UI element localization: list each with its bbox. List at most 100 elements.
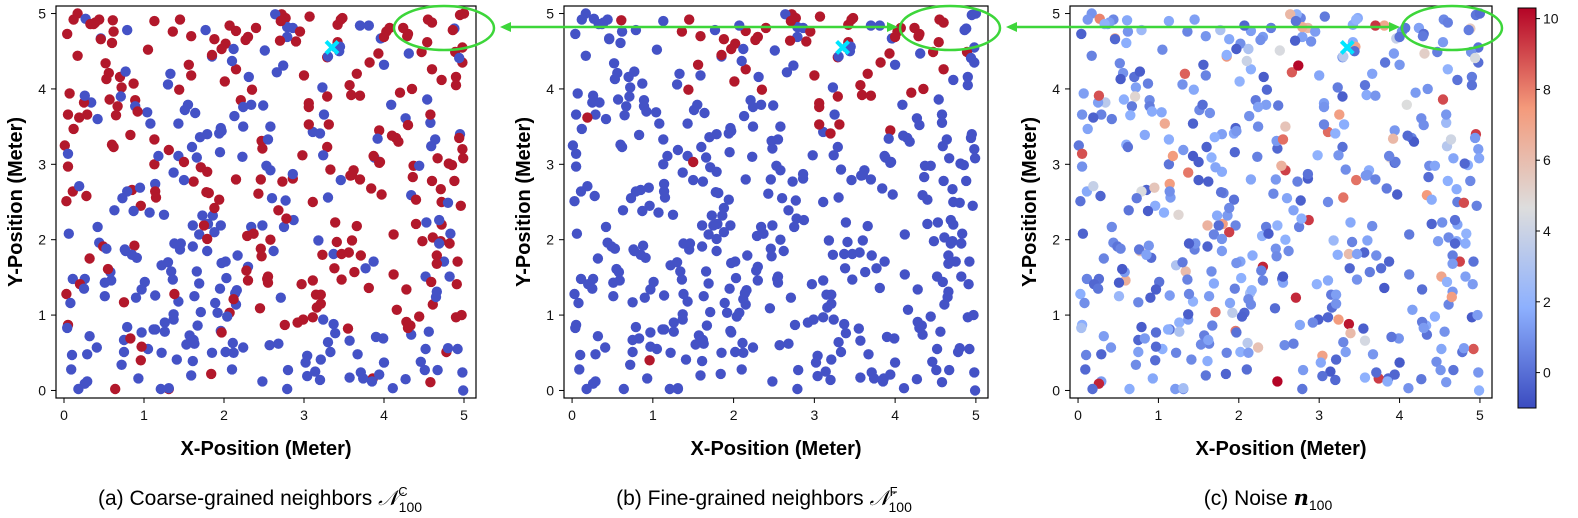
data-point [1402,130,1413,141]
data-point [1449,214,1461,226]
data-point [1312,150,1323,161]
data-point [166,266,177,277]
data-point [678,238,689,249]
data-point [912,284,923,295]
y-axis-label: Y-Position (Meter) [1019,117,1041,287]
data-point [1466,71,1478,83]
data-point [1447,250,1458,261]
data-point [220,346,231,358]
data-point [1307,317,1319,328]
data-point [718,202,730,214]
data-point [668,326,679,337]
data-point [1436,343,1447,355]
data-point [1422,83,1433,95]
data-point [82,349,93,360]
colorbar-tick-label: 4 [1543,223,1551,239]
data-point [1334,109,1345,120]
data-points [567,8,982,396]
data-point [1439,326,1450,337]
data-point [1426,218,1437,230]
data-point [1178,144,1189,156]
data-point [1351,274,1363,285]
data-point [1297,364,1309,376]
data-point [1330,289,1342,300]
data-point [257,143,268,154]
data-point [1221,49,1232,61]
data-point [1229,147,1241,158]
data-point [287,168,298,180]
data-point [74,181,85,192]
data-point [877,183,888,194]
data-point [889,59,901,70]
data-point [344,372,355,383]
data-point [1370,174,1381,185]
data-point [1379,57,1391,68]
data-point [840,217,852,228]
data-point [1202,355,1213,367]
data-point [414,311,425,322]
data-point [237,151,248,162]
data-point [637,205,648,217]
data-point [1272,220,1283,231]
data-point [637,78,648,89]
data-point [107,15,119,26]
data-point [645,341,656,352]
data-point [839,248,850,260]
data-point [256,251,267,262]
data-point [1305,36,1317,47]
data-point [66,349,78,361]
data-point [402,31,413,42]
data-point [1359,335,1371,346]
data-point [1330,354,1342,365]
data-point [575,273,587,285]
data-point [95,34,107,45]
data-point [1231,327,1242,338]
data-point [1270,174,1282,185]
data-point [569,288,580,300]
data-point [1220,368,1232,380]
colorbar-tick-label: 10 [1543,11,1559,27]
data-point [1279,340,1290,351]
data-point [231,285,242,296]
data-point [742,250,753,261]
data-point [1345,217,1356,228]
data-point [766,251,777,262]
data-point [1200,370,1212,381]
data-point [1134,66,1146,77]
data-point [1290,15,1302,27]
data-point [415,356,426,367]
data-point [1460,271,1471,282]
data-point [833,192,844,203]
data-point [1117,263,1128,275]
data-point [1230,220,1241,231]
data-point [1338,119,1350,130]
data-point [297,150,308,161]
data-point [963,279,974,290]
data-point [832,141,843,153]
data-point [723,194,734,205]
data-point [186,70,197,81]
data-point [1235,346,1246,358]
x-tick-label: 3 [810,407,818,423]
data-point [378,31,390,43]
data-point [1340,164,1351,175]
data-point [576,14,587,25]
data-point [783,338,794,349]
data-point [314,128,326,139]
data-point [767,220,778,231]
data-point [1082,123,1093,135]
data-point [642,373,653,384]
data-point [860,266,871,278]
data-point [400,374,411,385]
data-point [898,383,910,394]
data-point [1170,383,1181,395]
data-point [1317,370,1328,382]
data-point [1149,182,1160,193]
data-point [772,271,784,282]
data-point [282,383,293,395]
data-point [1247,250,1258,261]
data-point [938,17,949,28]
data-point [1086,50,1097,61]
data-point [1401,99,1413,111]
